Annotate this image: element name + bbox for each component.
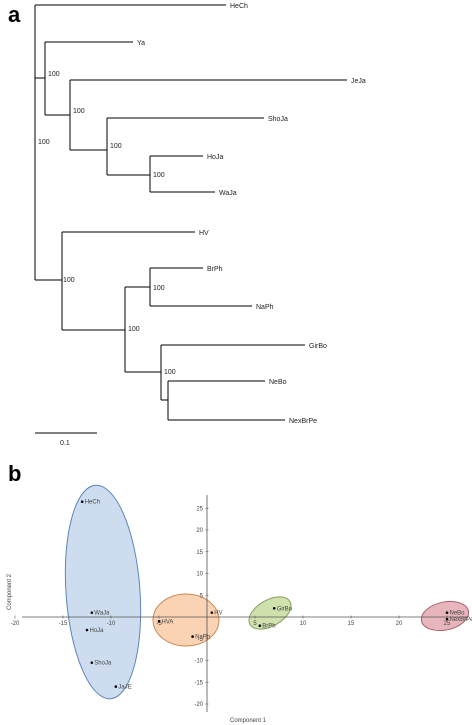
y-axis-label: Component 2 bbox=[7, 573, 13, 610]
x-tick-label: 10 bbox=[300, 621, 307, 627]
leaf-label: HeCh bbox=[230, 3, 248, 10]
leaf-label: Ya bbox=[137, 40, 145, 47]
x-tick-label: -20 bbox=[11, 621, 20, 627]
leaf-label: HV bbox=[199, 230, 209, 237]
leaf-label: NexBrPe bbox=[289, 418, 317, 425]
data-point-label: HoJa bbox=[90, 628, 105, 634]
data-point bbox=[90, 611, 94, 614]
bootstrap-value: 100 bbox=[164, 369, 176, 376]
data-point-label: NeBo bbox=[450, 611, 466, 617]
leaf-label: NeBo bbox=[269, 379, 287, 386]
leaf-label: WaJa bbox=[219, 190, 237, 197]
cluster-ellipse-green bbox=[248, 596, 292, 630]
data-point bbox=[445, 617, 449, 621]
x-tick-label: -5 bbox=[156, 621, 162, 627]
data-point bbox=[191, 635, 194, 638]
data-point bbox=[258, 624, 262, 627]
data-point bbox=[272, 607, 276, 610]
data-point bbox=[90, 661, 94, 664]
y-tick-label: -10 bbox=[194, 659, 203, 665]
cluster-ellipses bbox=[64, 484, 470, 700]
phylogenetic-tree bbox=[34, 4, 347, 434]
panel-b-label: b bbox=[8, 461, 21, 486]
x-tick-label: 15 bbox=[348, 621, 355, 627]
leaf-label: ShoJa bbox=[268, 116, 288, 123]
bootstrap-value: 100 bbox=[73, 108, 85, 115]
data-point-label: HV bbox=[214, 611, 222, 617]
pca-axes bbox=[22, 495, 468, 712]
y-tick-label: -20 bbox=[194, 702, 203, 708]
data-point-label: NexBrPe bbox=[450, 617, 472, 623]
data-point-label: JaJE bbox=[118, 685, 131, 691]
data-point-label: NaPh bbox=[195, 635, 210, 641]
x-axis-label: Component 1 bbox=[230, 718, 267, 724]
leaf-label: BrPh bbox=[207, 266, 223, 273]
bootstrap-value: 100 bbox=[38, 139, 50, 146]
y-tick-label: 20 bbox=[196, 528, 203, 534]
scale-bar-label: 0.1 bbox=[60, 440, 70, 447]
data-point-label: HVA bbox=[162, 619, 174, 625]
bootstrap-value: 100 bbox=[153, 285, 165, 292]
cluster-ellipse-red bbox=[420, 600, 470, 632]
bootstrap-value: 100 bbox=[48, 71, 60, 78]
data-point-label: BrPh bbox=[262, 624, 275, 630]
leaf-label: GirBo bbox=[309, 343, 327, 350]
y-tick-label: 15 bbox=[196, 550, 203, 556]
panel-a-label: a bbox=[8, 2, 21, 27]
data-point bbox=[157, 620, 161, 623]
y-tick-label: 5 bbox=[200, 593, 204, 599]
data-point bbox=[80, 500, 84, 504]
x-tick-label: -10 bbox=[107, 621, 116, 627]
leaf-label: NaPh bbox=[256, 304, 274, 311]
leaf-label: HoJa bbox=[207, 154, 223, 161]
data-point-label: HeCh bbox=[85, 500, 100, 506]
bootstrap-values: 100 100 100 100 100 100 100 100 100 bbox=[38, 71, 176, 376]
x-tick-label: 5 bbox=[253, 621, 257, 627]
y-tick-label: -15 bbox=[194, 680, 203, 686]
tree-leaf-labels: HeCh Ya JeJa ShoJa HoJa WaJa HV BrPh NaP… bbox=[137, 3, 366, 425]
data-point-label: GirBo bbox=[277, 606, 293, 612]
data-point bbox=[445, 611, 449, 614]
data-point-label: WaJa bbox=[94, 611, 110, 617]
data-point bbox=[114, 685, 118, 688]
bootstrap-value: 100 bbox=[110, 143, 122, 150]
data-point bbox=[85, 628, 89, 632]
x-tick-label: 25 bbox=[444, 621, 451, 627]
bootstrap-value: 100 bbox=[153, 172, 165, 179]
leaf-label: JeJa bbox=[351, 78, 366, 85]
cluster-ellipse-orange bbox=[152, 593, 220, 647]
y-tick-label: -5 bbox=[198, 637, 204, 643]
pca-points: HeCh WaJa HoJa ShoJa JaJE HVA HV NaPh GirBo BrPh N… bbox=[80, 500, 472, 691]
x-tick-label: 20 bbox=[396, 621, 403, 627]
y-tick-label: 25 bbox=[196, 506, 203, 512]
axis-ticks: -20 -15 -10 -5 5 10 15 20 25 25 20 15 10 5 -5 -10 -15 -20 bbox=[11, 506, 451, 708]
y-tick-label: 10 bbox=[196, 572, 203, 578]
cluster-ellipse-blue bbox=[64, 484, 142, 700]
bootstrap-value: 100 bbox=[63, 277, 75, 284]
x-tick-label: -15 bbox=[59, 621, 68, 627]
data-point-label: ShoJa bbox=[94, 661, 112, 667]
bootstrap-value: 100 bbox=[128, 326, 140, 333]
data-point bbox=[210, 611, 214, 614]
